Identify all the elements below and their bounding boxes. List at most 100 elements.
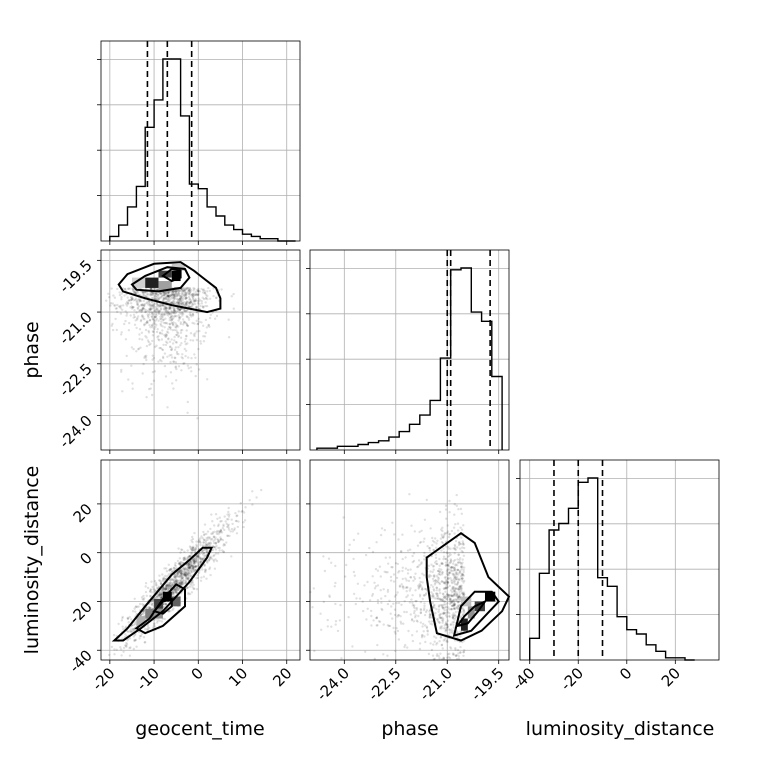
- sample-point: [188, 572, 192, 575]
- sample-point: [445, 594, 448, 597]
- sample-point: [196, 576, 200, 580]
- sample-point: [188, 566, 191, 569]
- sample-point: [205, 326, 209, 329]
- sample-point: [192, 567, 195, 570]
- sample-point: [453, 607, 456, 610]
- sample-point: [375, 616, 379, 619]
- sample-point: [174, 365, 178, 368]
- sample-point: [187, 574, 190, 577]
- sample-point: [215, 532, 219, 535]
- sample-point: [153, 622, 156, 625]
- sample-point: [422, 594, 426, 597]
- sample-point: [380, 527, 384, 530]
- sample-point: [444, 575, 447, 579]
- sample-point: [158, 310, 161, 313]
- sample-point: [173, 300, 176, 303]
- sample-point: [160, 593, 164, 596]
- sample-point: [389, 579, 393, 582]
- sample-point: [192, 566, 195, 570]
- sample-point: [436, 539, 439, 542]
- sample-point: [208, 325, 211, 328]
- sample-point: [172, 290, 175, 293]
- sample-point: [456, 529, 460, 532]
- sample-point: [159, 322, 162, 326]
- sample-point: [194, 558, 198, 561]
- sample-point: [169, 568, 172, 572]
- sample-point: [159, 303, 163, 307]
- sample-point: [178, 289, 182, 293]
- sample-point: [435, 560, 438, 563]
- sample-point: [138, 308, 141, 312]
- sample-point: [138, 333, 141, 336]
- sample-point: [157, 319, 160, 322]
- sample-point: [184, 343, 187, 346]
- scatter-luminosity_distance-vs-geocent_time: [108, 488, 263, 657]
- sample-point: [157, 593, 161, 596]
- sample-point: [165, 584, 169, 587]
- sample-point: [137, 605, 140, 608]
- sample-point: [151, 317, 155, 320]
- sample-point: [194, 293, 197, 296]
- sample-point: [164, 321, 168, 325]
- sample-point: [189, 301, 192, 304]
- sample-point: [176, 307, 179, 310]
- sample-point: [152, 588, 155, 591]
- sample-point: [453, 513, 456, 516]
- sample-point: [201, 549, 204, 552]
- sample-point: [200, 302, 204, 305]
- sample-point: [202, 553, 205, 556]
- sample-point: [451, 621, 454, 624]
- sample-point: [152, 623, 156, 626]
- sample-point: [149, 308, 152, 311]
- sample-point: [149, 287, 152, 290]
- sample-point: [151, 318, 154, 321]
- sample-point: [175, 290, 178, 293]
- sample-point: [450, 566, 454, 569]
- sample-point: [223, 543, 227, 547]
- sample-point: [177, 334, 180, 337]
- sample-point: [184, 567, 187, 571]
- sample-point: [135, 326, 138, 330]
- sample-point: [201, 288, 205, 292]
- sample-point: [428, 546, 431, 550]
- sample-point: [418, 541, 422, 544]
- sample-point: [183, 362, 186, 365]
- sample-point: [131, 297, 134, 300]
- sample-point: [120, 292, 124, 295]
- sample-point: [260, 488, 263, 492]
- sample-point: [190, 581, 193, 584]
- sample-point: [142, 362, 145, 366]
- sample-point: [152, 305, 156, 308]
- sample-point: [203, 548, 206, 551]
- sample-point: [428, 610, 431, 613]
- sample-point: [190, 570, 194, 574]
- sample-point: [373, 581, 376, 584]
- sample-point: [206, 543, 209, 547]
- sample-point: [188, 297, 192, 300]
- sample-point: [394, 632, 397, 635]
- sample-point: [457, 657, 461, 660]
- sample-point: [188, 302, 191, 305]
- sample-point: [154, 310, 157, 313]
- sample-point: [230, 555, 233, 558]
- scatter-phase-vs-geocent_time: [105, 286, 235, 420]
- sample-point: [151, 304, 154, 308]
- sample-point: [454, 548, 457, 552]
- sample-point: [194, 332, 197, 335]
- sample-point: [197, 289, 200, 293]
- sample-point: [365, 618, 368, 621]
- sample-point: [142, 303, 145, 307]
- sample-point: [161, 298, 165, 302]
- sample-point: [370, 609, 373, 613]
- sample-point: [366, 607, 369, 610]
- sample-point: [208, 543, 211, 546]
- sample-point: [191, 564, 194, 567]
- sample-point: [140, 612, 144, 616]
- sample-point: [248, 499, 251, 502]
- sample-point: [165, 586, 168, 589]
- sample-point: [163, 364, 167, 368]
- sample-point: [170, 314, 173, 317]
- sample-point: [173, 563, 177, 567]
- sample-point: [148, 590, 152, 593]
- sample-point: [454, 583, 457, 586]
